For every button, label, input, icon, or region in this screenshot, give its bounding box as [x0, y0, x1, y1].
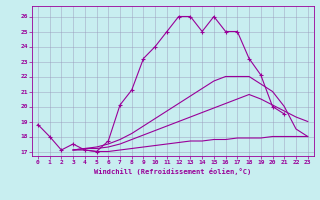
X-axis label: Windchill (Refroidissement éolien,°C): Windchill (Refroidissement éolien,°C)	[94, 168, 252, 175]
